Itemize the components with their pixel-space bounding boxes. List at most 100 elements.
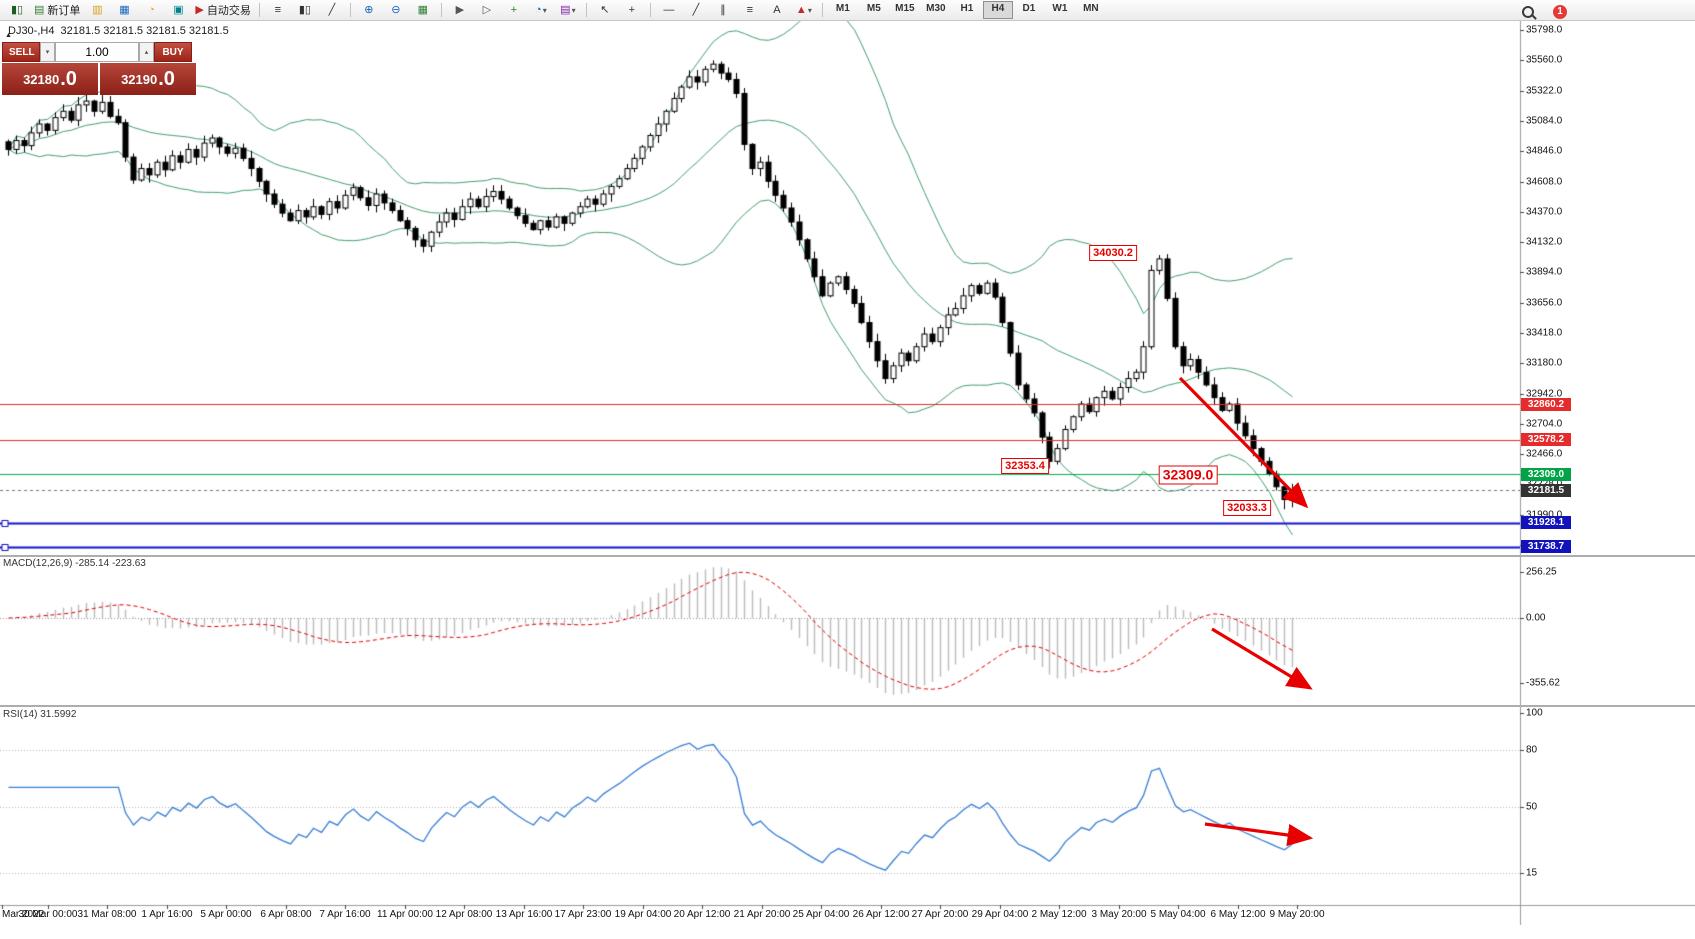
indicators-icon: + xyxy=(510,4,518,16)
periods-button[interactable]: ◔ ▾ xyxy=(528,0,554,20)
shapes-icon: ▲ xyxy=(795,4,807,16)
zoom-in-button[interactable]: ⊕ xyxy=(356,0,382,20)
navigator-button[interactable]: ◔ xyxy=(138,0,164,20)
cursor-button[interactable]: ↖ xyxy=(592,0,618,20)
auto-scroll-button[interactable]: ▶ xyxy=(447,0,473,20)
chart-shift-button[interactable]: ▷ xyxy=(474,0,500,20)
candles-icon: ▮▯ xyxy=(298,4,311,16)
price-tick-label: 31990.0 xyxy=(1526,509,1563,521)
chart-candle-icon: ▮▯ xyxy=(10,4,24,16)
price-tick-label: 35560.0 xyxy=(1526,54,1563,66)
timeframe-m1-button[interactable]: M1 xyxy=(835,3,850,14)
equidistant-channel-button[interactable]: ∥ xyxy=(710,0,736,20)
toolbar-buttons: ▮▯ ▤ 新订单 ▥ ▦ ◔ ▣ ▶ 自动交易 ≡ ▮▯ ╱ ⊕ ⊖ ▦ ▶ ▷ + ◔ ▾ ▤ ▾ ↖ + — ╱ ∥ ≡ A ▲ ▾ M1… xyxy=(4,0,1106,20)
macd-tick-label: 256.25 xyxy=(1526,566,1557,578)
crosshair-button[interactable]: + xyxy=(619,0,645,20)
text-button[interactable]: A xyxy=(764,0,790,20)
line-icon: ╱ xyxy=(328,4,336,16)
timeframe-mn-button[interactable]: MN xyxy=(1083,3,1099,14)
time-axis-label: 29 Apr 04:00 xyxy=(971,909,1029,920)
rsi-tick-label: 100 xyxy=(1526,707,1543,719)
sell-button[interactable]: SELL xyxy=(2,42,40,62)
price-annotation-label[interactable]: 32353.4 xyxy=(1001,458,1049,474)
macd-indicator-label: MACD(12,26,9) -285.14 -223.63 xyxy=(3,558,146,569)
buy-price-display[interactable]: 32190.0 xyxy=(100,63,196,95)
time-axis-label: 2 May 12:00 xyxy=(1031,909,1087,920)
price-tick-label: 33418.0 xyxy=(1526,327,1563,339)
volume-decrease-button[interactable]: ▾ xyxy=(40,42,55,62)
notification-badge[interactable]: 1 xyxy=(1553,5,1567,19)
volume-increase-button[interactable]: ▴ xyxy=(139,42,154,62)
time-axis-label: 6 May 12:00 xyxy=(1210,909,1266,920)
horizontal-line-button[interactable]: — xyxy=(656,0,682,20)
macd-tick-label: 0.00 xyxy=(1526,612,1546,624)
toolbar-right-group: 1 xyxy=(1515,2,1567,22)
bid-price-badge: 32181.5 xyxy=(1521,483,1571,497)
time-axis-label: 19 Apr 04:00 xyxy=(614,909,672,920)
arrows-button[interactable]: ▲ ▾ xyxy=(791,0,817,20)
terminal-button[interactable]: ▣ xyxy=(165,0,191,20)
line-price-badge: 31738.7 xyxy=(1521,540,1571,554)
zoom-out-button[interactable]: ⊖ xyxy=(383,0,409,20)
autotrading-button-label: 自动交易 xyxy=(206,5,251,17)
cursor-icon: ↖ xyxy=(600,4,610,16)
trade-panel-quotes: 32180.0 32190.0 xyxy=(2,63,196,95)
templates-button[interactable]: ▤ ▾ xyxy=(555,0,581,20)
line-price-badge: 31928.1 xyxy=(1521,516,1571,530)
timeframe-m5-button[interactable]: M5 xyxy=(866,3,881,14)
timeframe-h4-button[interactable]: H4 xyxy=(982,1,1013,19)
fibonacci-button[interactable]: ≡ xyxy=(737,0,763,20)
sell-price-pips: .0 xyxy=(60,67,77,90)
chevron-down-icon: ▾ xyxy=(807,5,812,15)
pane-separator-macd[interactable] xyxy=(0,555,1695,557)
price-tick-label: 34370.0 xyxy=(1526,206,1563,218)
toolbar-separator xyxy=(649,3,651,17)
timeframe-m15-button[interactable]: M15 xyxy=(895,3,915,14)
market-watch-button[interactable]: ▥ xyxy=(84,0,110,20)
text-icon: A xyxy=(773,4,781,16)
tile-windows-button[interactable]: ▦ xyxy=(410,0,436,20)
volume-input[interactable] xyxy=(55,42,139,62)
time-axis-label: 11 Apr 00:00 xyxy=(377,909,433,920)
buy-button[interactable]: BUY xyxy=(154,42,192,62)
price-annotation-label[interactable]: 32309.0 xyxy=(1158,465,1218,485)
time-axis-label: 12 Apr 08:00 xyxy=(435,909,493,920)
timeframe-m30-button[interactable]: M30 xyxy=(926,3,946,14)
trendline-button[interactable]: ╱ xyxy=(683,0,709,20)
time-axis-label: Mar 2022 xyxy=(2,909,45,920)
new-order-button[interactable]: ▤ 新订单 xyxy=(31,0,83,20)
toolbar-separator xyxy=(258,3,260,17)
autotrading-icon: ▶ xyxy=(195,4,204,16)
timeframe-w1-button[interactable]: W1 xyxy=(1052,3,1068,14)
autotrading-button[interactable]: ▶ 自动交易 xyxy=(192,0,253,20)
price-tick-label: 33894.0 xyxy=(1526,266,1563,278)
line-chart-button[interactable]: ╱ xyxy=(319,0,345,20)
price-annotation-label[interactable]: 32033.3 xyxy=(1223,500,1271,516)
search-button[interactable] xyxy=(1515,2,1541,22)
rsi-tick-label: 80 xyxy=(1526,744,1538,756)
zoom-out-icon: ⊖ xyxy=(391,4,401,16)
line-price-badge: 32578.2 xyxy=(1521,433,1571,447)
sell-price-display[interactable]: 32180.0 xyxy=(2,63,98,95)
chart-shift-icon: ▷ xyxy=(482,4,492,16)
buy-price-pips: .0 xyxy=(158,67,175,90)
new-order-button-label: 新订单 xyxy=(47,5,81,17)
data-window-icon: ▦ xyxy=(119,4,130,16)
one-click-trading-toggle[interactable]: ▲ xyxy=(5,32,12,39)
indicators-button[interactable]: + xyxy=(501,0,527,20)
pane-separator-rsi[interactable] xyxy=(0,705,1695,707)
bar-chart-button[interactable]: ≡ xyxy=(265,0,291,20)
price-tick-label: 34608.0 xyxy=(1526,176,1563,188)
candlestick-chart-button[interactable]: ▮▯ xyxy=(292,0,318,20)
data-window-button[interactable]: ▦ xyxy=(111,0,137,20)
hline-icon: — xyxy=(663,4,675,16)
toolbar-separator xyxy=(585,3,587,17)
rsi-indicator-label: RSI(14) 31.5992 xyxy=(3,709,77,720)
new-chart-button[interactable]: ▮▯ xyxy=(4,0,30,20)
timeframe-h1-button[interactable]: H1 xyxy=(960,3,974,14)
price-annotation-label[interactable]: 34030.2 xyxy=(1089,245,1137,261)
timeframe-d1-button[interactable]: D1 xyxy=(1022,3,1036,14)
chevron-down-icon: ▾ xyxy=(542,5,547,15)
